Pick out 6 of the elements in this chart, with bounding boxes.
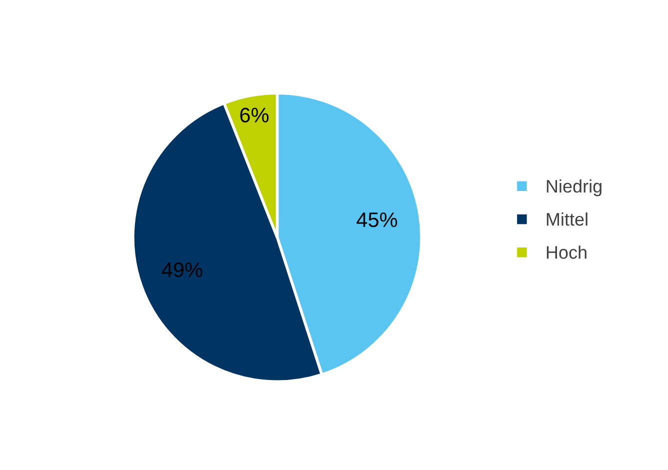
data-label: 45% bbox=[356, 212, 398, 228]
data-label: 49% bbox=[162, 262, 202, 278]
legend-label: Hoch bbox=[546, 246, 586, 259]
data-label: 6% bbox=[240, 108, 269, 122]
legend-label: Mittel bbox=[546, 212, 588, 226]
legend-label: Niedrig bbox=[546, 179, 602, 196]
